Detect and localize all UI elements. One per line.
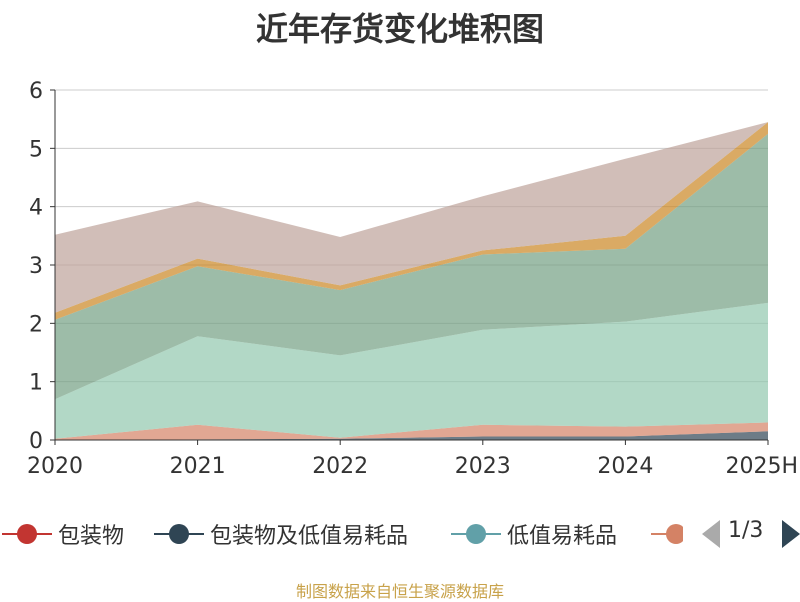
area-series-4 <box>55 302 768 439</box>
y-tick-label: 5 <box>29 137 43 162</box>
legend-item-packaging[interactable]: 包装物 <box>2 516 124 552</box>
legend-prev-page-arrow-icon[interactable] <box>702 520 720 548</box>
area-series-6 <box>55 122 768 320</box>
x-tick-label: 2023 <box>455 454 511 479</box>
legend-item-clipped[interactable] <box>651 516 683 552</box>
chart-title: 近年存货变化堆积图 <box>255 10 544 48</box>
y-tick-label: 6 <box>29 79 43 104</box>
area-series-1 <box>55 431 768 440</box>
x-tick-label: 2022 <box>312 454 368 479</box>
legend-marker-icon <box>154 524 204 544</box>
legend-page-indicator: 1/3 <box>728 518 764 543</box>
legend-marker-icon <box>2 524 52 544</box>
x-tick-label: 2020 <box>27 454 83 479</box>
legend-next-page-arrow-icon[interactable] <box>782 520 800 548</box>
y-tick-label: 4 <box>29 196 43 221</box>
x-tick-label: 2025H <box>725 454 798 479</box>
x-tick-label: 2021 <box>170 454 226 479</box>
legend-item-consumables[interactable]: 低值易耗品 <box>451 516 617 552</box>
y-tick-label: 0 <box>29 429 43 454</box>
y-tick-label: 1 <box>29 371 43 396</box>
data-source-note: 制图数据来自恒生聚源数据库 <box>295 582 504 601</box>
y-tick-label: 3 <box>29 254 43 279</box>
legend-label: 包装物 <box>58 524 125 549</box>
x-tick-label: 2024 <box>597 454 653 479</box>
y-tick-label: 2 <box>29 312 43 337</box>
area-series-5 <box>55 133 768 400</box>
legend-label: 低值易耗品 <box>507 524 618 549</box>
legend-item-packaging-and-consumables[interactable]: 包装物及低值易耗品 <box>154 516 408 552</box>
legend-marker-icon <box>651 524 683 544</box>
legend-marker-icon <box>451 524 501 544</box>
legend: 包装物 包装物及低值易耗品 低值易耗品 <box>0 516 800 552</box>
legend-label: 包装物及低值易耗品 <box>210 524 409 549</box>
area-series-7 <box>55 122 768 313</box>
